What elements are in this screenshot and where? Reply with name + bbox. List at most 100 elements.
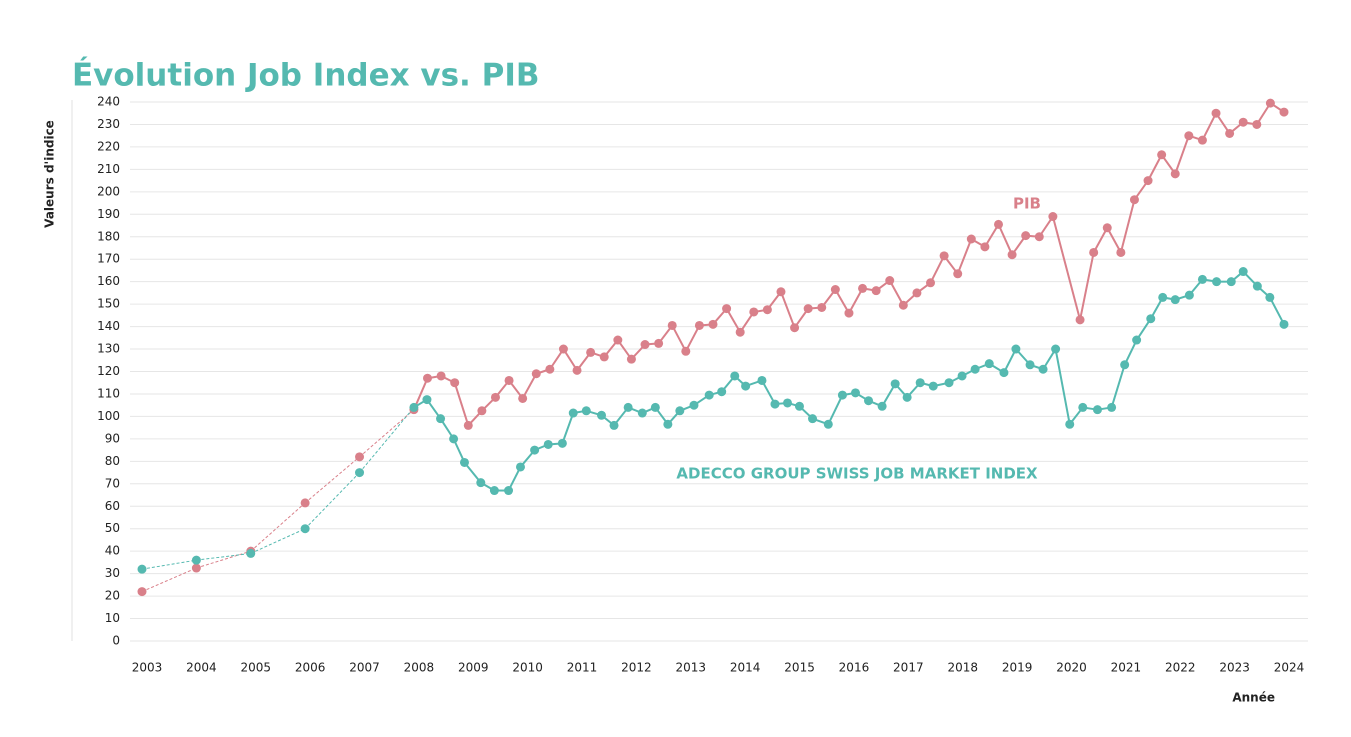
data-point [757,375,767,385]
line-segment-dashed [304,456,360,504]
y-axis-label: Valeurs d'indice [43,120,57,228]
line-segment [1147,154,1163,182]
data-point [490,392,500,402]
data-point [355,452,365,462]
data-point [970,364,980,374]
x-tick-label: 2006 [295,661,326,675]
data-point [477,406,487,416]
x-tick-label: 2023 [1219,661,1250,675]
data-point [1065,419,1075,429]
y-tick-label: 120 [97,364,120,378]
data-point [450,378,460,388]
x-tick-label: 2020 [1056,661,1087,675]
data-point [1092,405,1102,415]
data-point [476,478,486,488]
data-point [489,486,499,496]
x-tick-label: 2005 [240,661,271,675]
data-point [741,381,751,391]
x-tick-label: 2013 [676,661,707,675]
data-point [783,398,793,408]
data-point [830,285,840,295]
data-point [749,307,759,317]
data-point [1157,150,1167,160]
line-segment-dashed [250,528,306,554]
data-point [1197,274,1207,284]
line-segment-dashed [141,567,197,593]
data-point [640,340,650,350]
data-point [1170,295,1180,305]
data-point [1238,117,1248,127]
data-point [609,420,619,430]
data-point [770,399,780,409]
line-segment [1110,364,1126,408]
line-segment-dashed [359,409,415,458]
data-point [1170,169,1180,179]
data-point [1252,119,1262,129]
data-point [1132,335,1142,345]
data-point [966,234,976,244]
data-point [545,364,555,374]
data-point [957,371,967,381]
data-point [999,368,1009,378]
data-point [817,302,827,312]
line-segment-dashed [250,502,306,552]
line-segment [521,373,538,399]
data-point [898,300,908,310]
data-point [980,242,990,252]
data-point [1279,107,1289,117]
x-tick-label: 2017 [893,661,924,675]
y-tick-label: 160 [97,274,120,288]
y-tick-label: 110 [97,386,120,400]
line-segment [1051,216,1082,321]
data-point [300,524,310,534]
y-tick-label: 200 [97,184,120,198]
data-point [912,288,922,298]
y-tick-label: 150 [97,297,120,311]
data-point [735,327,745,337]
data-point [823,419,833,429]
data-point [1120,360,1130,370]
y-tick-label: 210 [97,162,120,176]
y-tick-label: 30 [105,566,120,580]
data-point [794,401,804,411]
data-point [637,408,647,418]
data-point [1252,281,1262,291]
line-segment [834,289,850,314]
data-point [1078,402,1088,412]
x-tick-label: 2022 [1165,661,1196,675]
x-tick-label: 2003 [132,661,163,675]
data-point [675,406,685,416]
data-point [1025,360,1035,370]
line-segment [888,280,905,306]
x-tick-label: 2019 [1002,661,1033,675]
y-tick-label: 220 [97,139,120,153]
data-point [837,390,847,400]
data-point [191,555,201,565]
data-point [1021,231,1031,241]
data-point [1197,135,1207,145]
x-tick-label: 2018 [947,661,978,675]
data-point [626,354,636,364]
line-segment-dashed [141,559,197,570]
data-point [623,402,633,412]
data-point [1075,315,1085,325]
data-point [1158,292,1168,302]
data-point [902,392,912,402]
data-point [694,320,704,330]
x-tick-label: 2004 [186,661,217,675]
data-point [1184,290,1194,300]
data-point [808,414,818,424]
data-point [708,319,718,329]
data-point [572,365,582,375]
data-point [1146,314,1156,324]
data-point [449,434,459,444]
data-point [667,320,677,330]
y-tick-label: 190 [97,207,120,221]
data-point [1107,402,1117,412]
line-segment [1054,348,1071,425]
data-point [689,400,699,410]
y-tick-label: 170 [97,252,120,266]
y-tick-label: 130 [97,342,120,356]
data-point [518,393,528,403]
